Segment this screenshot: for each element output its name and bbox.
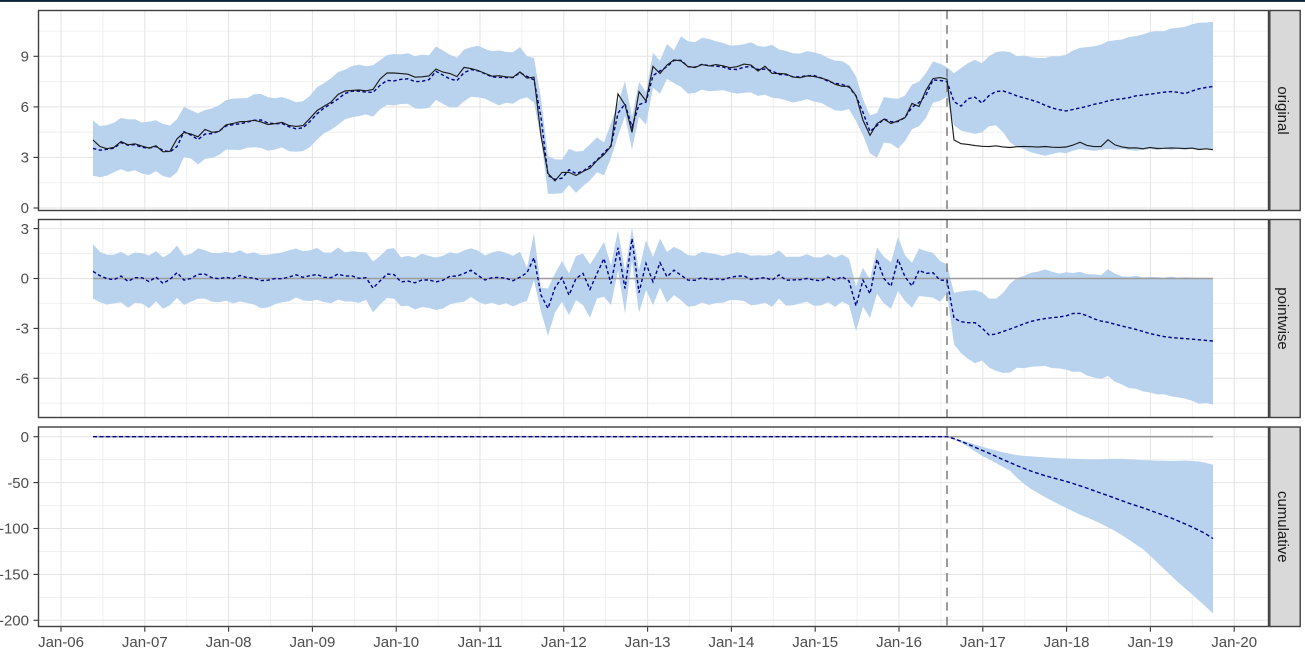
svg-text:Jan-09: Jan-09 (289, 634, 335, 651)
svg-text:-200: -200 (0, 613, 29, 630)
svg-text:0: 0 (21, 200, 29, 217)
svg-text:Jan-20: Jan-20 (1211, 634, 1257, 651)
svg-text:Jan-19: Jan-19 (1127, 634, 1173, 651)
svg-text:Jan-16: Jan-16 (876, 634, 922, 651)
svg-text:original: original (1274, 86, 1291, 134)
svg-text:-150: -150 (0, 567, 29, 584)
svg-text:-3: -3 (16, 321, 29, 338)
svg-text:cumulative: cumulative (1274, 491, 1291, 563)
svg-text:Jan-13: Jan-13 (625, 634, 671, 651)
svg-text:0: 0 (21, 429, 29, 446)
svg-text:0: 0 (21, 271, 29, 288)
svg-text:-100: -100 (0, 521, 29, 538)
svg-text:-6: -6 (16, 371, 29, 388)
svg-text:3: 3 (21, 221, 29, 238)
svg-text:Jan-18: Jan-18 (1044, 634, 1090, 651)
svg-text:6: 6 (21, 99, 29, 116)
svg-text:9: 9 (21, 49, 29, 66)
svg-text:Jan-07: Jan-07 (122, 634, 168, 651)
svg-text:3: 3 (21, 150, 29, 167)
svg-text:-50: -50 (7, 475, 29, 492)
svg-text:Jan-12: Jan-12 (541, 634, 587, 651)
svg-text:Jan-06: Jan-06 (38, 634, 84, 651)
svg-text:Jan-14: Jan-14 (708, 634, 754, 651)
svg-text:Jan-11: Jan-11 (458, 634, 503, 651)
svg-text:Jan-17: Jan-17 (960, 634, 1006, 651)
svg-text:Jan-10: Jan-10 (373, 634, 419, 651)
svg-text:Jan-15: Jan-15 (792, 634, 838, 651)
svg-text:pointwise: pointwise (1274, 287, 1291, 350)
svg-text:Jan-08: Jan-08 (206, 634, 252, 651)
